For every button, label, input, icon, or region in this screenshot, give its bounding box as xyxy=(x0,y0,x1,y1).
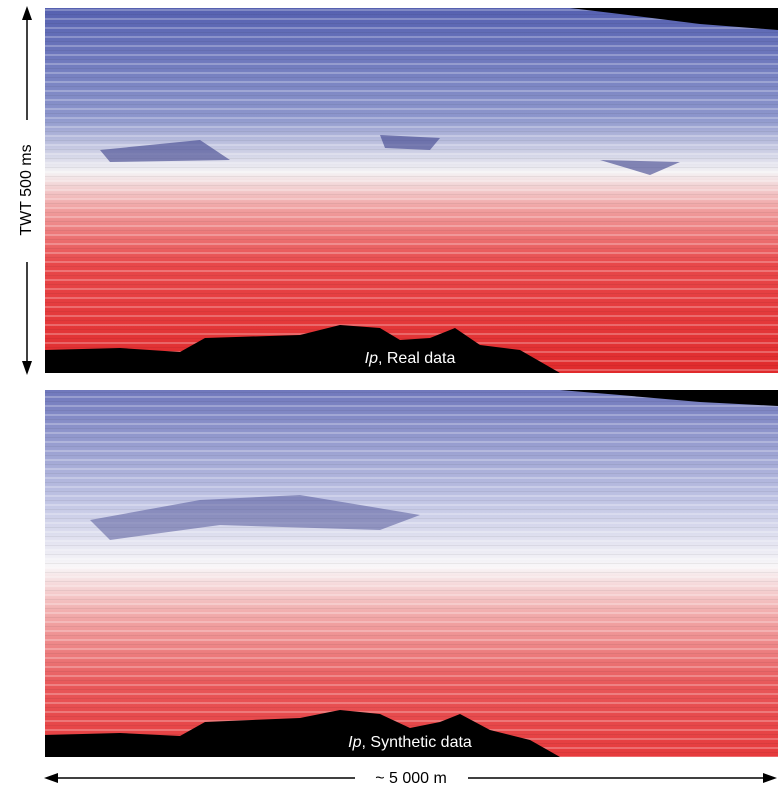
mask xyxy=(45,325,560,373)
arrow-head xyxy=(44,773,58,783)
anomaly xyxy=(90,495,420,540)
mask xyxy=(45,710,560,757)
panel-real: Ip, Real data xyxy=(45,8,778,373)
arrow-head xyxy=(22,6,32,20)
panel-label: Ip, Synthetic data xyxy=(348,734,472,751)
arrow-head xyxy=(763,773,777,783)
texture xyxy=(45,8,778,373)
arrow-head xyxy=(22,361,32,375)
vertical-scale: TWT 500 ms xyxy=(18,6,35,375)
texture xyxy=(45,390,778,757)
panel-label: Ip, Real data xyxy=(365,350,456,367)
horizontal-scale: ~ 5 000 m xyxy=(44,770,777,787)
mask xyxy=(570,8,778,30)
mask xyxy=(560,390,778,406)
panel-synthetic: Ip, Synthetic data xyxy=(45,390,778,757)
scale-label: ~ 5 000 m xyxy=(375,770,447,787)
anomaly xyxy=(100,135,680,175)
scale-label: TWT 500 ms xyxy=(18,144,35,235)
